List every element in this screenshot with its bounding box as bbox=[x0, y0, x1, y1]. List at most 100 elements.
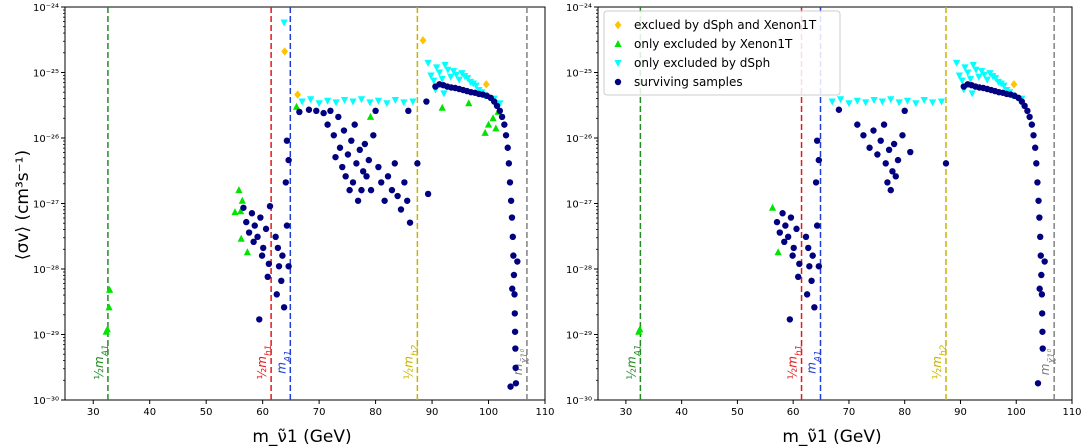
data-point bbox=[501, 121, 508, 128]
data-point bbox=[366, 112, 375, 120]
x-tick-label: 100 bbox=[1007, 407, 1026, 418]
data-point bbox=[447, 73, 455, 81]
data-point bbox=[305, 106, 313, 113]
data-point bbox=[887, 96, 895, 104]
axes-frame bbox=[64, 6, 546, 401]
data-point bbox=[964, 69, 972, 77]
data-point bbox=[237, 207, 245, 215]
data-point bbox=[365, 156, 373, 164]
data-point bbox=[274, 244, 282, 252]
legend: exclued by dSph and Xenon1T only excluded… bbox=[603, 10, 841, 96]
data-point bbox=[262, 225, 270, 233]
y-tick-label: 10⁻²⁵ bbox=[33, 69, 59, 80]
data-point bbox=[414, 160, 421, 167]
data-point bbox=[920, 97, 928, 105]
data-point bbox=[1021, 102, 1028, 110]
x-tick-label: 110 bbox=[535, 407, 554, 418]
data-point bbox=[283, 137, 291, 144]
x-tick-label: 40 bbox=[143, 407, 156, 418]
data-point bbox=[283, 222, 291, 229]
data-point bbox=[397, 206, 405, 213]
data-point bbox=[1038, 310, 1046, 317]
data-point bbox=[809, 252, 816, 259]
data-point bbox=[361, 140, 369, 148]
data-point bbox=[983, 76, 991, 84]
data-point bbox=[455, 76, 463, 84]
data-point bbox=[335, 113, 342, 121]
data-point bbox=[400, 99, 408, 107]
left-panel: 30 40 50 60 70 80 90 100 110 10⁻³⁰ 10⁻²⁹ 10⁻²⁸ 10⁻²⁷… bbox=[33, 3, 555, 418]
data-point bbox=[332, 153, 339, 161]
data-point bbox=[438, 75, 446, 83]
legend-label: only excluded by Xenon1T bbox=[634, 37, 793, 51]
legend-label: exclued by dSph and Xenon1T bbox=[634, 18, 817, 32]
data-point bbox=[298, 98, 306, 106]
data-point bbox=[272, 233, 279, 241]
data-point bbox=[899, 132, 906, 139]
data-point bbox=[282, 179, 289, 186]
data-point bbox=[828, 98, 836, 106]
reference-line-label: mχ̃1⁰ bbox=[1038, 348, 1057, 375]
data-point bbox=[401, 179, 408, 186]
y-tick-label: 10⁻³⁰ bbox=[33, 396, 59, 407]
y-tick-label: 10⁻²⁸ bbox=[566, 265, 592, 276]
reference-line-label: mA1 bbox=[805, 350, 824, 374]
data-point bbox=[238, 196, 246, 204]
data-point bbox=[877, 137, 884, 144]
data-point bbox=[254, 233, 261, 241]
data-point bbox=[507, 383, 514, 390]
data-point bbox=[358, 186, 365, 194]
data-point bbox=[968, 90, 976, 98]
data-point bbox=[937, 98, 946, 106]
data-point bbox=[481, 128, 489, 136]
data-point bbox=[366, 99, 374, 107]
y-tick-label: 10⁻²⁹ bbox=[566, 331, 592, 342]
data-point bbox=[895, 99, 903, 107]
data-point bbox=[258, 252, 266, 259]
data-point bbox=[1028, 121, 1036, 128]
data-point bbox=[510, 252, 517, 259]
data-point bbox=[812, 179, 820, 186]
data-point bbox=[320, 109, 327, 117]
data-point bbox=[388, 186, 396, 194]
data-point bbox=[342, 173, 349, 180]
data-point bbox=[511, 328, 519, 335]
data-point bbox=[323, 97, 332, 105]
data-point bbox=[391, 97, 399, 105]
data-point bbox=[330, 132, 337, 139]
data-point bbox=[1026, 113, 1033, 121]
data-point bbox=[256, 316, 263, 323]
data-point bbox=[980, 71, 989, 79]
data-point bbox=[1034, 380, 1042, 387]
data-point bbox=[955, 72, 963, 80]
data-point bbox=[845, 100, 853, 108]
data-point bbox=[348, 137, 355, 144]
data-point bbox=[808, 277, 815, 285]
data-point bbox=[1039, 345, 1046, 352]
data-point bbox=[504, 144, 511, 151]
data-point bbox=[511, 310, 518, 317]
data-point bbox=[405, 107, 412, 115]
data-point bbox=[509, 233, 517, 241]
data-point bbox=[438, 103, 446, 111]
data-point bbox=[509, 285, 516, 292]
y-tick-label: 10⁻²⁷ bbox=[566, 200, 592, 211]
data-point bbox=[1000, 82, 1008, 90]
data-point bbox=[245, 229, 253, 236]
data-point bbox=[870, 127, 877, 134]
data-point bbox=[264, 273, 271, 281]
data-point bbox=[419, 36, 427, 45]
data-point bbox=[942, 160, 950, 167]
legend-marker bbox=[614, 20, 622, 30]
y-tick-label: 10⁻²⁵ bbox=[566, 69, 592, 80]
data-point bbox=[327, 107, 334, 115]
data-point bbox=[912, 100, 920, 108]
data-point bbox=[796, 260, 803, 268]
data-point bbox=[889, 168, 896, 175]
data-point bbox=[235, 186, 243, 194]
data-point bbox=[969, 62, 977, 70]
y-tick-label: 10⁻²⁴ bbox=[566, 3, 592, 14]
data-point bbox=[776, 229, 783, 236]
data-point bbox=[784, 233, 792, 241]
